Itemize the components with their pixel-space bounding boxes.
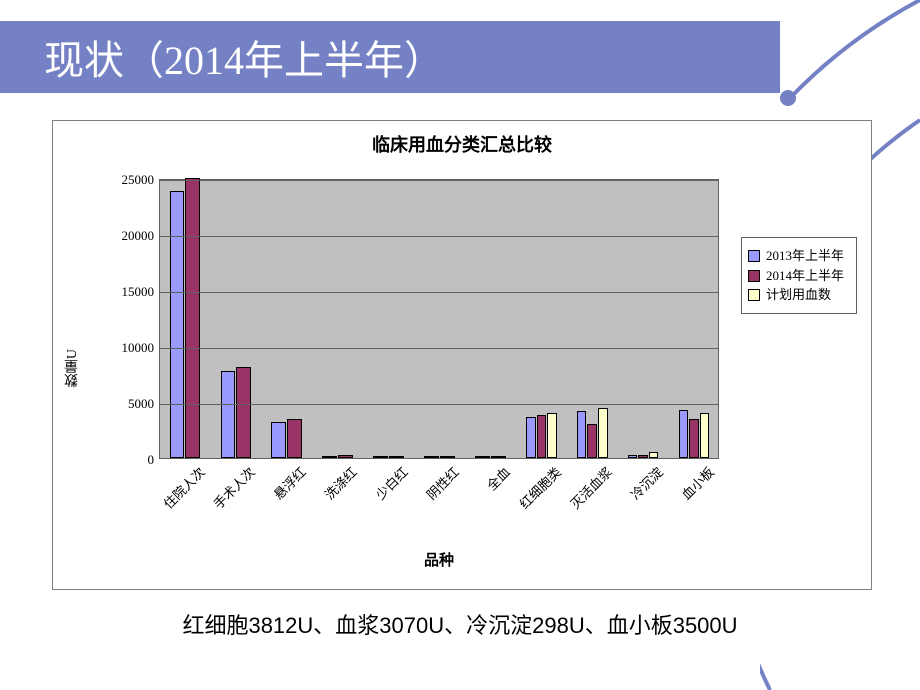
bar — [628, 455, 638, 458]
bar — [700, 413, 710, 458]
bar — [185, 178, 200, 458]
bar — [638, 455, 648, 458]
legend-item: 2014年上半年 — [748, 268, 850, 284]
plot-area: 0500010000150002000025000住院人次手术人次悬浮红洗涤红少… — [159, 179, 719, 459]
x-tick: 红细胞类 — [510, 458, 564, 512]
grid-line — [160, 292, 718, 293]
legend: 2013年上半年 2014年上半年计划用血数 — [741, 237, 857, 314]
legend-label: 计划用血数 — [766, 287, 831, 303]
grid-line — [160, 348, 718, 349]
grid-line — [160, 404, 718, 405]
y-tick: 10000 — [122, 340, 155, 356]
legend-swatch — [748, 289, 760, 301]
y-tick: 15000 — [122, 284, 155, 300]
legend-label: 2014年上半年 — [766, 268, 844, 284]
x-tick: 手术人次 — [205, 458, 259, 512]
y-tick: 5000 — [128, 396, 154, 412]
x-tick: 全血 — [478, 458, 514, 494]
bar — [271, 422, 286, 458]
title-bar: 现状（2014年上半年） — [0, 18, 780, 96]
bar — [373, 456, 388, 458]
x-tick: 血小板 — [672, 458, 717, 503]
bar — [322, 456, 337, 458]
legend-item: 2013年上半年 — [748, 248, 850, 264]
bar — [287, 419, 302, 458]
chart-title: 临床用血分类汇总比较 — [53, 121, 871, 163]
grid-line — [160, 180, 718, 181]
grid-line — [160, 236, 718, 237]
x-tick: 灭活血浆 — [561, 458, 615, 512]
bars-layer — [160, 180, 718, 458]
bar — [475, 456, 490, 458]
legend-item: 计划用血数 — [748, 287, 850, 303]
bar — [389, 456, 404, 458]
bar — [587, 424, 597, 458]
y-tick: 25000 — [122, 172, 155, 188]
x-tick: 悬浮红 — [265, 458, 310, 503]
x-tick: 洗涤红 — [316, 458, 361, 503]
bar — [338, 455, 353, 458]
bar — [221, 371, 236, 458]
bar — [649, 452, 659, 458]
x-tick: 冷沉淀 — [621, 458, 666, 503]
bar — [598, 408, 608, 458]
x-tick: 少白红 — [367, 458, 412, 503]
x-tick: 住院人次 — [154, 458, 208, 512]
bar — [526, 417, 536, 458]
chart-container: 临床用血分类汇总比较 数量U 0500010000150002000025000… — [52, 120, 872, 590]
plot-wrap: 数量U 0500010000150002000025000住院人次手术人次悬浮红… — [53, 169, 871, 589]
slide-title: 现状（2014年上半年） — [44, 28, 444, 86]
bar — [577, 411, 587, 458]
bar — [547, 413, 557, 458]
legend-swatch — [748, 250, 760, 262]
bar — [537, 415, 547, 458]
bar — [440, 456, 455, 458]
bar — [424, 456, 439, 458]
y-axis-label: 数量U — [63, 349, 83, 387]
bar — [236, 367, 251, 458]
x-tick: 阴性红 — [417, 458, 462, 503]
bar — [491, 456, 506, 458]
slide: 现状（2014年上半年） 临床用血分类汇总比较 数量U 050001000015… — [0, 0, 920, 690]
y-tick: 20000 — [122, 228, 155, 244]
legend-swatch — [748, 270, 760, 282]
legend-label: 2013年上半年 — [766, 248, 844, 264]
bar — [679, 410, 689, 458]
x-axis-label: 品种 — [159, 549, 719, 570]
footer-note: 红细胞3812U、血浆3070U、冷沉淀298U、血小板3500U — [0, 608, 920, 640]
bar — [689, 419, 699, 458]
bar — [170, 191, 185, 458]
y-tick: 0 — [148, 452, 155, 468]
